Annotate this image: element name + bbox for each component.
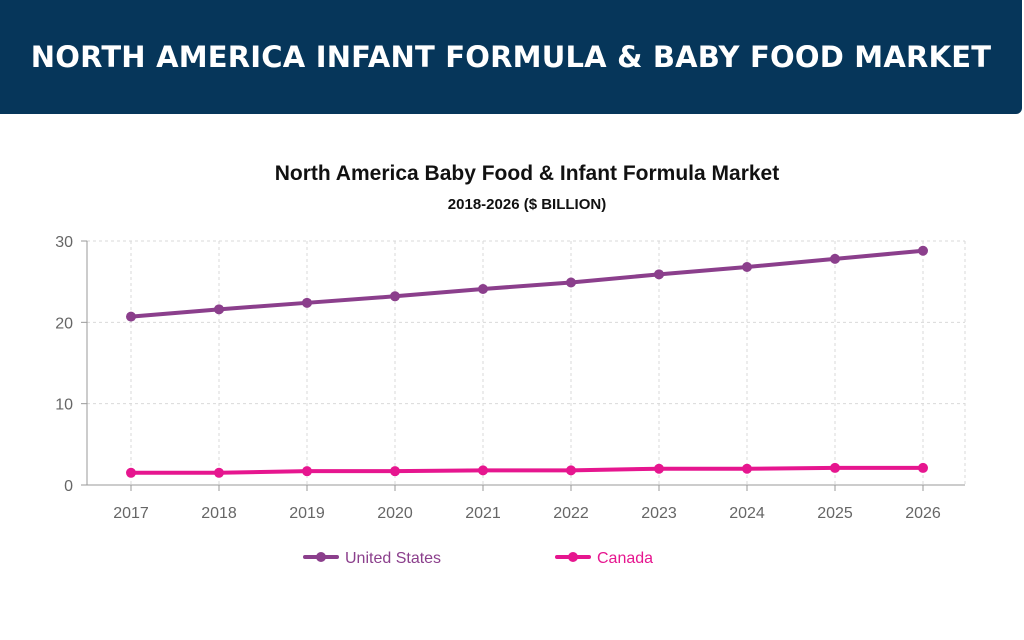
data-point-canada: [390, 466, 400, 477]
data-point-united-states: [830, 253, 840, 264]
x-tick-label: 2023: [641, 505, 677, 522]
legend-label: Canada: [597, 550, 653, 567]
series-united-states: [126, 245, 928, 322]
x-tick-label: 2018: [201, 505, 237, 522]
data-point-united-states: [918, 245, 928, 256]
data-point-canada: [478, 465, 488, 476]
series-canada: [126, 462, 928, 478]
data-point-united-states: [566, 277, 576, 288]
data-point-united-states: [478, 283, 488, 294]
data-point-united-states: [654, 269, 664, 280]
grid-lines: [87, 240, 966, 485]
x-tick-label: 2025: [817, 505, 853, 522]
line-chart: North America Baby Food & Infant Formula…: [55, 162, 966, 567]
legend-label: United States: [345, 550, 441, 567]
x-tick-label: 2017: [113, 505, 149, 522]
data-point-united-states: [390, 291, 400, 302]
x-tick-label: 2022: [553, 505, 589, 522]
x-tick-label: 2024: [729, 505, 765, 522]
legend-swatch-marker: [316, 552, 326, 562]
y-tick-label: 30: [55, 234, 73, 251]
data-point-canada: [302, 466, 312, 477]
data-point-united-states: [742, 262, 752, 273]
legend-swatch-marker: [568, 552, 578, 562]
x-tick-label: 2021: [465, 505, 501, 522]
x-tick-label: 2019: [289, 505, 325, 522]
data-point-canada: [126, 467, 136, 478]
data-point-canada: [830, 462, 840, 473]
data-point-canada: [566, 465, 576, 476]
y-tick-label: 10: [55, 397, 73, 414]
legend-item-canada[interactable]: Canada: [555, 550, 653, 567]
data-point-united-states: [214, 304, 224, 315]
y-tick-label: 0: [64, 478, 73, 495]
series-line-united-states: [129, 248, 925, 319]
data-point-canada: [214, 467, 224, 478]
data-point-canada: [654, 463, 664, 474]
x-axis-ticks: 2017 2018 2019 2020 2021 2022 2023 2024 2025 2026: [113, 505, 941, 522]
data-point-canada: [742, 463, 752, 474]
data-point-united-states: [126, 311, 136, 322]
x-tick-label: 2026: [905, 505, 941, 522]
y-axis-ticks: 0 10 20 30: [55, 234, 73, 495]
data-point-united-states: [302, 297, 312, 308]
banner-title: NORTH AMERICA INFANT FORMULA & BABY FOOD…: [30, 40, 992, 74]
x-tick-label: 2020: [377, 505, 413, 522]
axes: [81, 240, 965, 491]
chart-title: North America Baby Food & Infant Formula…: [275, 162, 779, 185]
legend-item-united-states[interactable]: United States: [303, 550, 441, 567]
legend[interactable]: United States Canada: [303, 550, 653, 567]
chart-subtitle: 2018-2026 ($ BILLION): [448, 196, 606, 213]
series-line-canada: [129, 465, 925, 475]
header-banner: NORTH AMERICA INFANT FORMULA & BABY FOOD…: [0, 0, 1022, 114]
data-point-canada: [918, 462, 928, 473]
series-layer: [126, 245, 928, 478]
y-tick-label: 20: [55, 315, 73, 332]
